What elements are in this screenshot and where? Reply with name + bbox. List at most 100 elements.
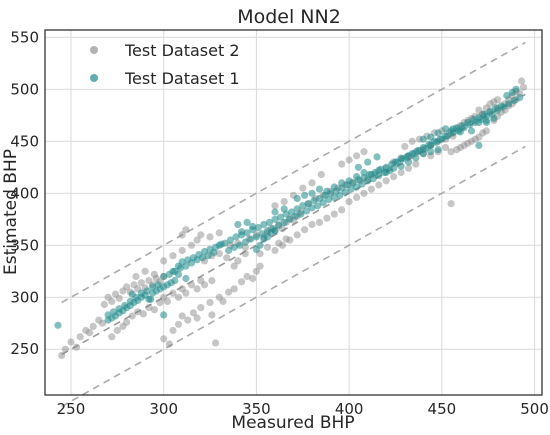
- data-point: [325, 195, 333, 204]
- data-point: [115, 305, 123, 313]
- data-point: [178, 285, 186, 293]
- data-point: [234, 220, 242, 229]
- y-tick-label: 400: [10, 184, 39, 202]
- data-point: [243, 218, 251, 226]
- data-point: [208, 277, 216, 285]
- data-point: [137, 279, 145, 287]
- legend-label-test-dataset-1: Test Dataset 1: [124, 69, 240, 88]
- data-point: [467, 137, 476, 145]
- data-point: [225, 246, 233, 255]
- data-point: [260, 220, 268, 229]
- data-point: [104, 311, 112, 319]
- data-point: [241, 243, 249, 251]
- data-point: [145, 304, 153, 312]
- data-point: [184, 316, 192, 324]
- data-point: [85, 329, 94, 337]
- data-point: [169, 326, 177, 335]
- data-point: [286, 236, 294, 244]
- data-point: [108, 297, 116, 305]
- data-point: [271, 208, 279, 216]
- data-point: [390, 173, 398, 181]
- data-point: [130, 281, 138, 289]
- data-point: [256, 262, 264, 270]
- data-point: [280, 205, 288, 213]
- data-point: [178, 246, 186, 255]
- data-point: [499, 103, 507, 111]
- data-point: [128, 312, 136, 320]
- data-point: [308, 220, 316, 229]
- data-point: [219, 297, 227, 305]
- data-point: [182, 289, 190, 297]
- data-point: [404, 158, 413, 166]
- legend: Test Dataset 2 Test Dataset 1: [90, 41, 240, 88]
- y-tick-label: 500: [10, 80, 39, 98]
- data-point: [236, 241, 244, 249]
- data-point: [132, 272, 140, 281]
- data-point: [232, 233, 240, 241]
- data-point: [299, 202, 307, 210]
- data-point: [375, 172, 383, 180]
- data-point: [293, 194, 301, 203]
- data-point: [493, 106, 502, 114]
- data-point: [89, 322, 97, 330]
- data-point: [319, 199, 327, 207]
- data-point: [382, 168, 390, 177]
- data-point: [310, 196, 318, 205]
- data-point: [475, 113, 483, 121]
- data-point: [108, 333, 116, 341]
- data-point: [226, 236, 234, 244]
- data-point: [58, 351, 66, 360]
- data-point: [206, 298, 214, 307]
- data-point: [299, 184, 307, 192]
- data-point: [442, 125, 450, 133]
- data-point: [419, 150, 427, 158]
- data-point: [187, 281, 196, 289]
- data-point: [221, 239, 229, 247]
- data-point: [241, 250, 249, 258]
- data-point: [464, 139, 472, 147]
- data-point: [503, 91, 511, 100]
- data-point: [82, 326, 90, 335]
- data-point: [147, 295, 155, 303]
- data-point: [76, 333, 84, 341]
- y-tick-label: 450: [10, 132, 39, 150]
- data-point: [493, 96, 502, 104]
- data-point: [364, 158, 372, 166]
- data-point: [301, 191, 309, 199]
- data-point: [160, 272, 168, 281]
- data-point: [206, 245, 214, 253]
- data-point: [111, 290, 120, 298]
- data-point: [479, 129, 487, 137]
- data-point: [308, 189, 316, 197]
- data-point: [160, 311, 168, 319]
- chart-title: Model NN2: [237, 6, 341, 28]
- data-point: [100, 300, 108, 309]
- x-tick-label: 500: [520, 400, 549, 418]
- data-point: [323, 187, 331, 195]
- x-axis-label: Measured BHP: [231, 413, 354, 433]
- data-point: [286, 215, 294, 223]
- data-point: [345, 198, 353, 206]
- data-point: [282, 235, 290, 243]
- data-point: [419, 135, 427, 143]
- data-point: [156, 298, 164, 307]
- data-point: [243, 272, 251, 281]
- data-point: [197, 277, 205, 285]
- data-point: [353, 193, 361, 201]
- data-point: [480, 110, 489, 118]
- data-point: [174, 320, 183, 328]
- data-point: [453, 146, 461, 154]
- data-point: [512, 85, 520, 93]
- data-point: [104, 293, 112, 301]
- data-point: [447, 148, 455, 156]
- data-point: [189, 309, 197, 317]
- data-point: [150, 270, 158, 278]
- data-point: [456, 128, 464, 136]
- data-point: [165, 340, 173, 348]
- data-point: [330, 210, 338, 218]
- data-point: [353, 152, 361, 160]
- data-point: [119, 322, 127, 330]
- data-point: [113, 326, 121, 335]
- data-point: [223, 254, 231, 262]
